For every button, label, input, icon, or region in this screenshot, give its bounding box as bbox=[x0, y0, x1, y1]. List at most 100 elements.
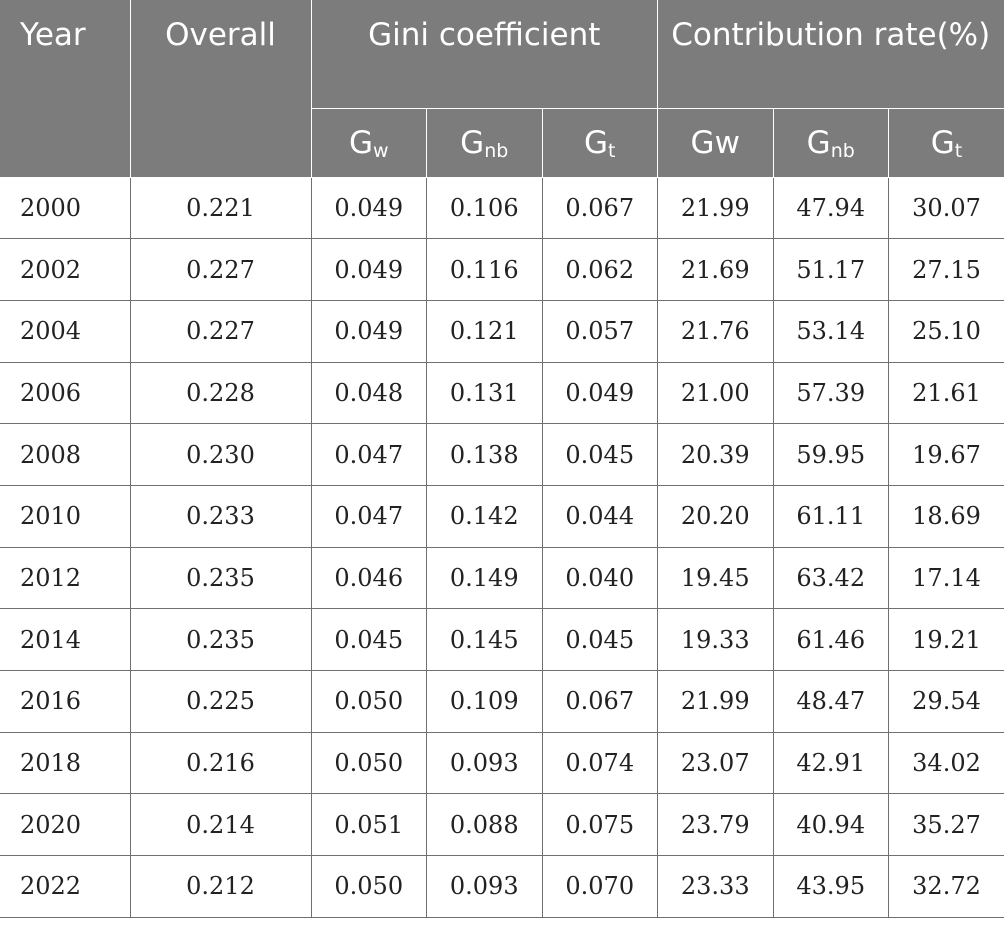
value-cell: 0.050 bbox=[310, 731, 427, 795]
value-cell: 0.074 bbox=[541, 731, 658, 795]
value-cell: 20.20 bbox=[657, 484, 774, 548]
header-year: Year bbox=[0, 0, 131, 178]
header-overall: Overall bbox=[129, 0, 312, 178]
value-cell: 21.69 bbox=[657, 238, 774, 301]
value-cell: 0.045 bbox=[541, 608, 658, 671]
value-cell: 0.142 bbox=[426, 484, 543, 548]
year-cell: 2002 bbox=[0, 238, 131, 301]
value-cell: 42.91 bbox=[772, 731, 889, 795]
value-cell: 19.33 bbox=[657, 608, 774, 671]
gini-table: Year Overall Gini coefficient Contributi… bbox=[0, 0, 1005, 918]
subheader-base: G bbox=[806, 124, 831, 161]
value-cell: 23.33 bbox=[657, 855, 774, 918]
value-cell: 17.14 bbox=[888, 546, 1005, 610]
value-cell: 0.230 bbox=[129, 423, 312, 486]
year-cell: 2008 bbox=[0, 423, 131, 486]
value-cell: 53.14 bbox=[772, 299, 889, 363]
value-cell: 48.47 bbox=[772, 670, 889, 733]
value-cell: 0.225 bbox=[129, 670, 312, 733]
header-gini-coefficient: Gini coefficient bbox=[310, 0, 658, 109]
year-cell: 2022 bbox=[0, 855, 131, 918]
value-cell: 0.093 bbox=[426, 855, 543, 918]
year-cell: 2020 bbox=[0, 793, 131, 857]
header-contrib-gw: Gw bbox=[657, 108, 774, 178]
subheader-subscript: w bbox=[372, 139, 389, 162]
value-cell: 0.106 bbox=[426, 176, 543, 240]
value-cell: 0.138 bbox=[426, 423, 543, 486]
value-cell: 0.088 bbox=[426, 793, 543, 857]
value-cell: 0.049 bbox=[541, 361, 658, 425]
header-gini-gw: Gw bbox=[310, 108, 427, 178]
value-cell: 0.145 bbox=[426, 608, 543, 671]
value-cell: 19.45 bbox=[657, 546, 774, 610]
value-cell: 0.051 bbox=[310, 793, 427, 857]
subheader-subscript: nb bbox=[484, 139, 509, 162]
value-cell: 61.11 bbox=[772, 484, 889, 548]
value-cell: 47.94 bbox=[772, 176, 889, 240]
value-cell: 0.216 bbox=[129, 731, 312, 795]
header-gini-gt: Gt bbox=[541, 108, 658, 178]
value-cell: 21.99 bbox=[657, 670, 774, 733]
value-cell: 0.121 bbox=[426, 299, 543, 363]
year-cell: 2010 bbox=[0, 484, 131, 548]
value-cell: 0.047 bbox=[310, 423, 427, 486]
header-contrib-gt: Gt bbox=[888, 108, 1005, 178]
value-cell: 0.235 bbox=[129, 546, 312, 610]
value-cell: 0.067 bbox=[541, 670, 658, 733]
value-cell: 23.07 bbox=[657, 731, 774, 795]
header-gini-gnb: Gnb bbox=[426, 108, 543, 178]
table-row: 2020 0.214 0.051 0.088 0.075 23.79 40.94 35.27 bbox=[0, 793, 1005, 857]
value-cell: 21.61 bbox=[888, 361, 1005, 425]
table-row: 2004 0.227 0.049 0.121 0.057 21.76 53.14 25.10 bbox=[0, 299, 1005, 363]
value-cell: 0.062 bbox=[541, 238, 658, 301]
value-cell: 43.95 bbox=[772, 855, 889, 918]
table-row: 2014 0.235 0.045 0.145 0.045 19.33 61.46 19.21 bbox=[0, 608, 1005, 671]
value-cell: 0.044 bbox=[541, 484, 658, 548]
year-cell: 2014 bbox=[0, 608, 131, 671]
table-row: 2022 0.212 0.050 0.093 0.070 23.33 43.95 32.72 bbox=[0, 855, 1005, 918]
value-cell: 0.050 bbox=[310, 855, 427, 918]
value-cell: 0.109 bbox=[426, 670, 543, 733]
table-row: 2002 0.227 0.049 0.116 0.062 21.69 51.17 27.15 bbox=[0, 238, 1005, 301]
value-cell: 0.045 bbox=[310, 608, 427, 671]
table-row: 2008 0.230 0.047 0.138 0.045 20.39 59.95 19.67 bbox=[0, 423, 1005, 486]
value-cell: 0.047 bbox=[310, 484, 427, 548]
subheader-base: G bbox=[348, 124, 373, 161]
subheader-base: G bbox=[584, 124, 609, 161]
year-cell: 2018 bbox=[0, 731, 131, 795]
value-cell: 63.42 bbox=[772, 546, 889, 610]
value-cell: 25.10 bbox=[888, 299, 1005, 363]
value-cell: 0.040 bbox=[541, 546, 658, 610]
value-cell: 18.69 bbox=[888, 484, 1005, 548]
value-cell: 32.72 bbox=[888, 855, 1005, 918]
value-cell: 0.131 bbox=[426, 361, 543, 425]
value-cell: 20.39 bbox=[657, 423, 774, 486]
year-cell: 2016 bbox=[0, 670, 131, 733]
value-cell: 0.048 bbox=[310, 361, 427, 425]
value-cell: 57.39 bbox=[772, 361, 889, 425]
value-cell: 0.049 bbox=[310, 238, 427, 301]
value-cell: 61.46 bbox=[772, 608, 889, 671]
table-row: 2018 0.216 0.050 0.093 0.074 23.07 42.91 34.02 bbox=[0, 731, 1005, 795]
value-cell: 21.99 bbox=[657, 176, 774, 240]
subheader-base: G bbox=[460, 124, 485, 161]
value-cell: 0.221 bbox=[129, 176, 312, 240]
value-cell: 29.54 bbox=[888, 670, 1005, 733]
value-cell: 0.093 bbox=[426, 731, 543, 795]
subheader-subscript: t bbox=[608, 139, 616, 162]
value-cell: 0.228 bbox=[129, 361, 312, 425]
subheader-base: G bbox=[930, 124, 955, 161]
value-cell: 19.67 bbox=[888, 423, 1005, 486]
value-cell: 51.17 bbox=[772, 238, 889, 301]
table-header: Year Overall Gini coefficient Contributi… bbox=[0, 0, 1005, 178]
table-body: 2000 0.221 0.049 0.106 0.067 21.99 47.94 30.07 2… bbox=[0, 176, 1005, 918]
value-cell: 23.79 bbox=[657, 793, 774, 857]
table-row: 2016 0.225 0.050 0.109 0.067 21.99 48.47 29.54 bbox=[0, 670, 1005, 733]
value-cell: 19.21 bbox=[888, 608, 1005, 671]
value-cell: 0.212 bbox=[129, 855, 312, 918]
value-cell: 0.227 bbox=[129, 299, 312, 363]
table-row: 2010 0.233 0.047 0.142 0.044 20.20 61.11 18.69 bbox=[0, 484, 1005, 548]
value-cell: 0.116 bbox=[426, 238, 543, 301]
value-cell: 0.046 bbox=[310, 546, 427, 610]
value-cell: 0.235 bbox=[129, 608, 312, 671]
